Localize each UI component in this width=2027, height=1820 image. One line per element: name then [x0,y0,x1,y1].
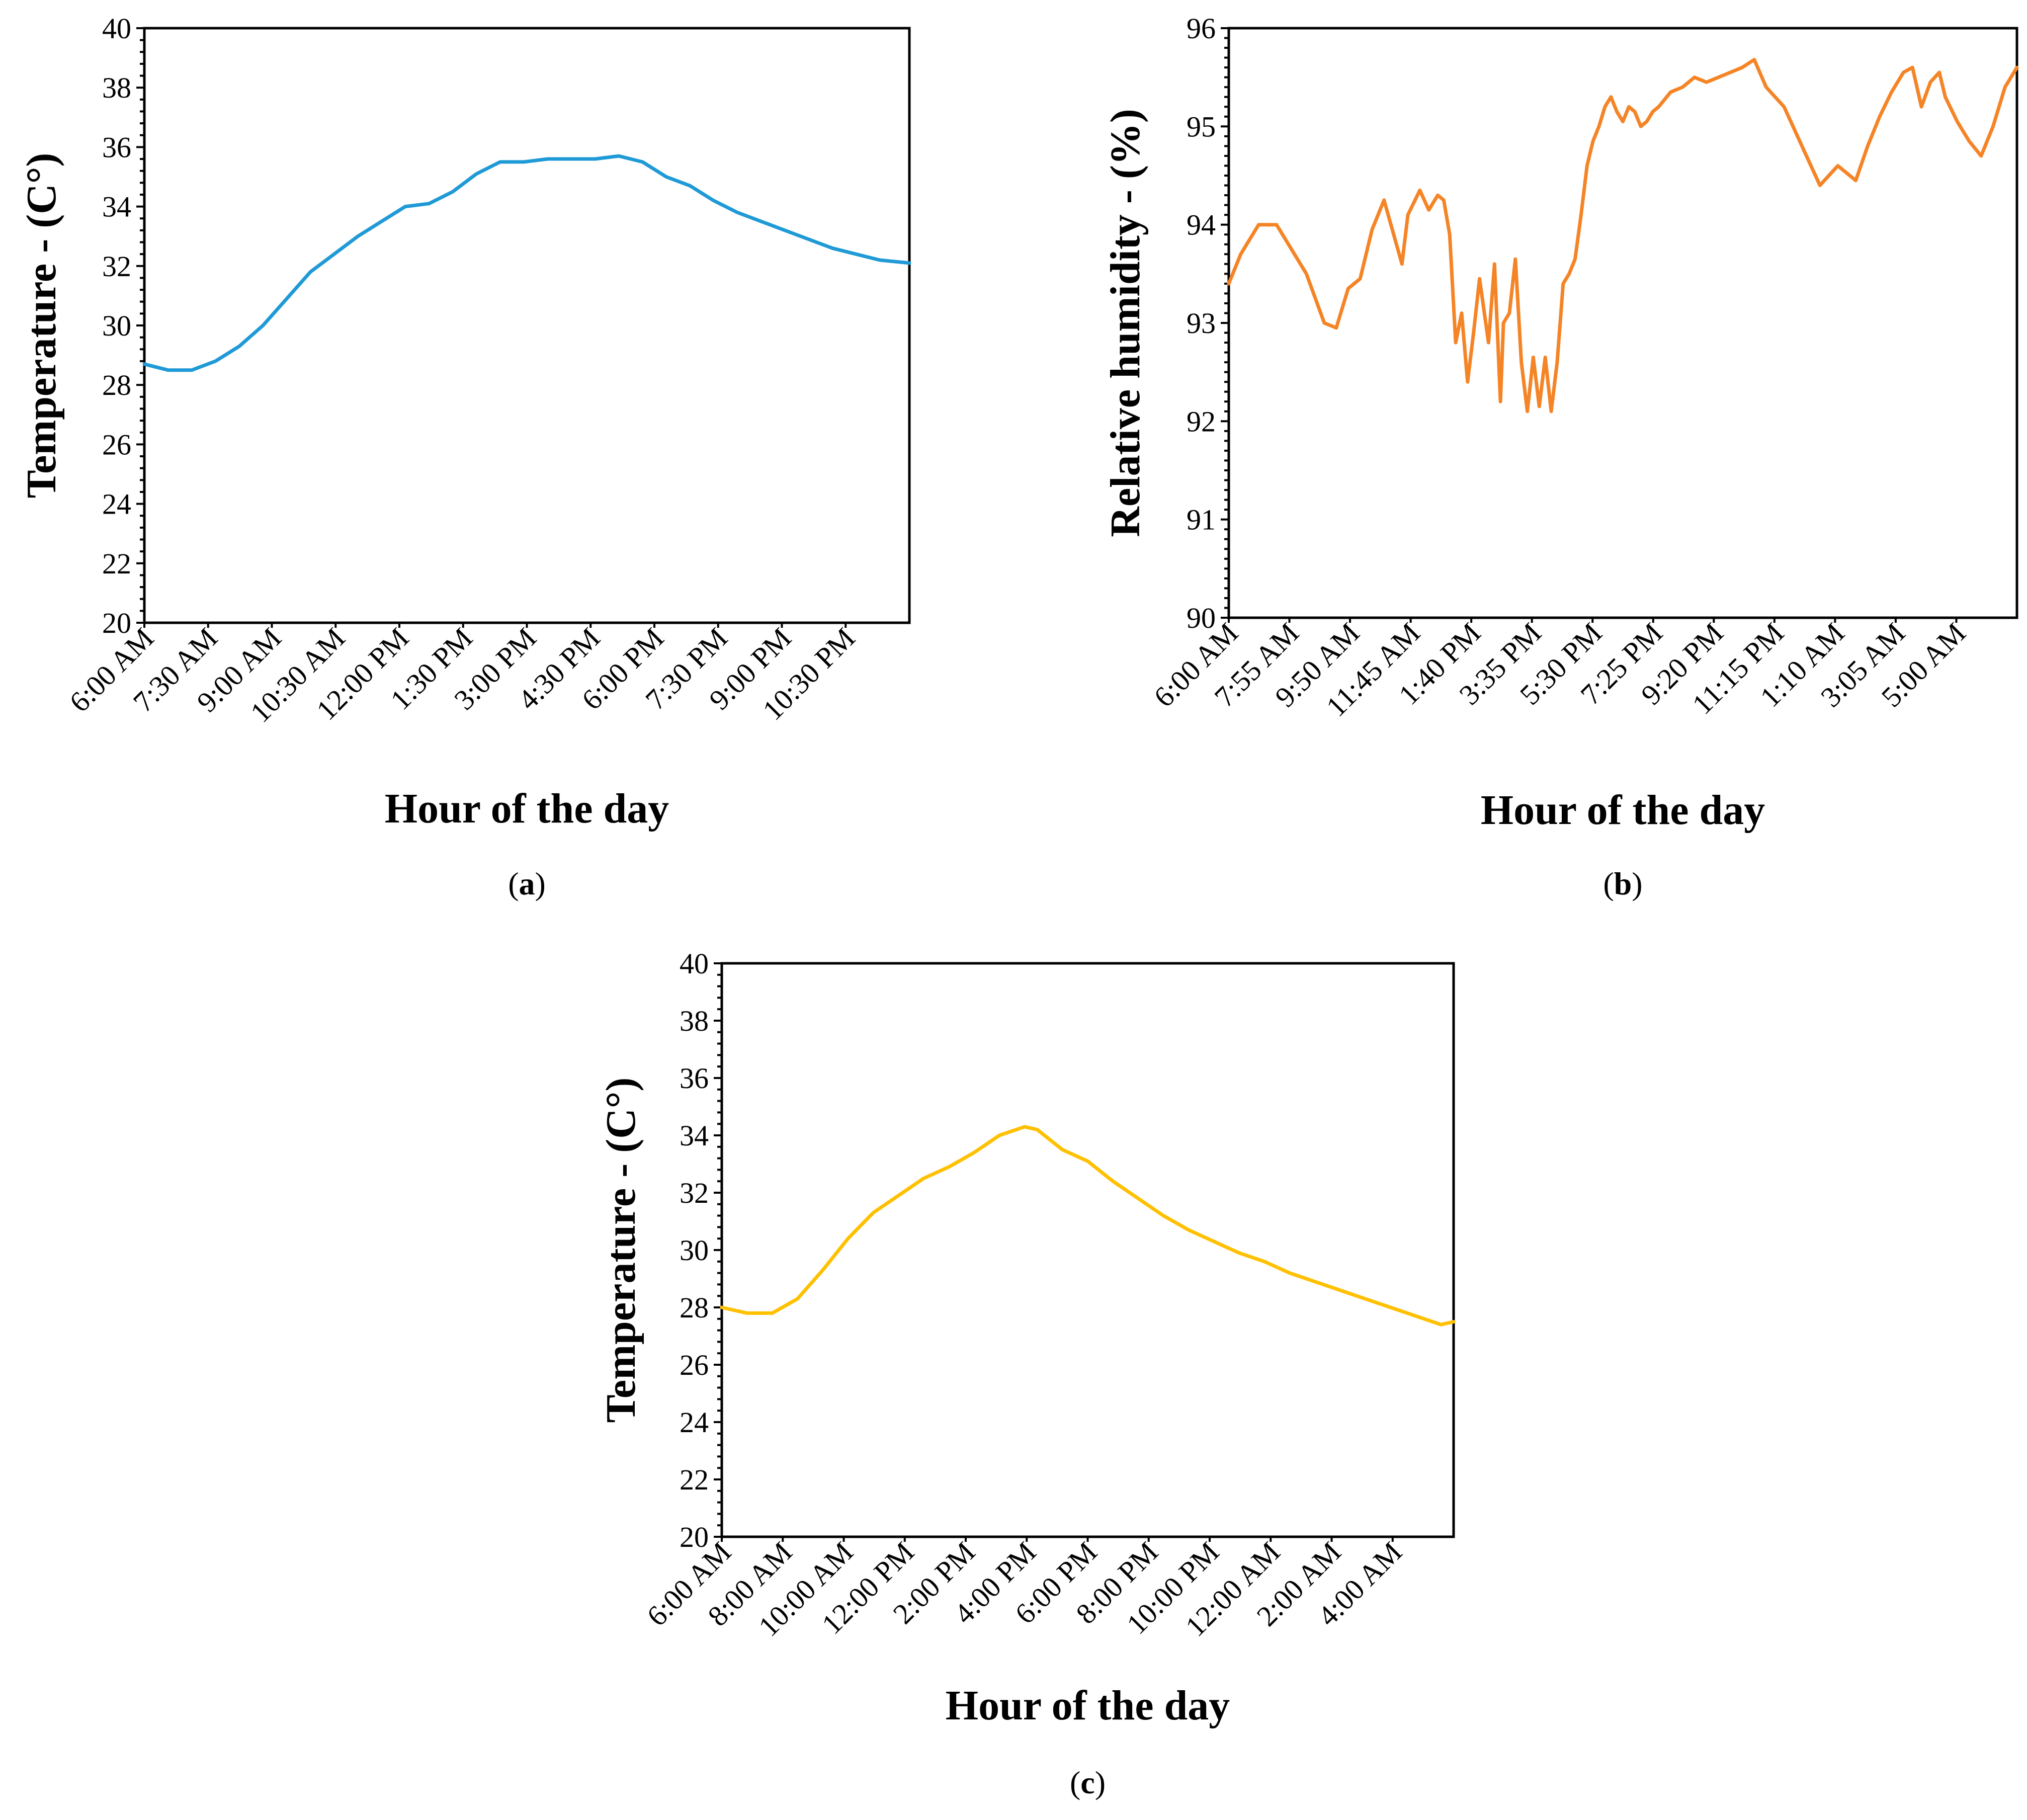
series-line-a [142,154,911,372]
series-line-c [720,1125,1456,1327]
y-tick-label: 93 [1187,307,1216,340]
y-tick-label: 20 [680,1521,709,1553]
y-tick-label: 30 [680,1234,709,1267]
x-axis-title: Hour of the day [385,785,669,832]
y-tick-label: 26 [680,1349,709,1381]
y-tick-label: 34 [102,191,131,223]
panel-label: (a) [508,866,546,901]
y-tick-label: 38 [680,1005,709,1037]
y-tick-label: 24 [680,1406,709,1439]
y-tick-label: 36 [680,1062,709,1095]
y-tick-label: 96 [1187,12,1216,45]
panel-label: (c) [1070,1765,1106,1800]
y-tick-label: 24 [102,488,131,521]
y-axis-title: Temperature - (C°) [18,153,65,499]
y-tick-label: 38 [102,71,131,104]
y-tick-label: 40 [102,12,131,45]
y-tick-label: 26 [102,428,131,461]
y-axis-title: Temperature - (C°) [598,1078,644,1423]
y-tick-label: 90 [1187,602,1216,634]
y-tick-label: 91 [1187,504,1216,536]
y-tick-label: 95 [1187,110,1216,143]
y-tick-label: 28 [102,369,131,401]
y-tick-label: 22 [680,1463,709,1496]
y-tick-label: 22 [102,547,131,580]
y-tick-label: 36 [102,131,131,163]
x-axis-title: Hour of the day [1481,787,1765,834]
x-axis-title: Hour of the day [946,1682,1230,1729]
panel-label: (b) [1603,866,1642,901]
y-tick-label: 92 [1187,405,1216,438]
y-tick-label: 28 [680,1291,709,1324]
y-tick-label: 34 [680,1119,709,1152]
plot-frame [143,27,911,624]
y-tick-label: 94 [1187,209,1216,241]
y-axis-title: Relative humidity - (%) [1102,109,1149,537]
plot-frame [1227,27,2018,619]
y-tick-label: 40 [680,947,709,980]
y-tick-label: 30 [102,309,131,342]
y-tick-label: 32 [680,1177,709,1209]
y-tick-label: 32 [102,250,131,283]
series-line-b [1227,58,2019,413]
y-tick-label: 20 [102,607,131,639]
plot-frame [720,962,1455,1538]
